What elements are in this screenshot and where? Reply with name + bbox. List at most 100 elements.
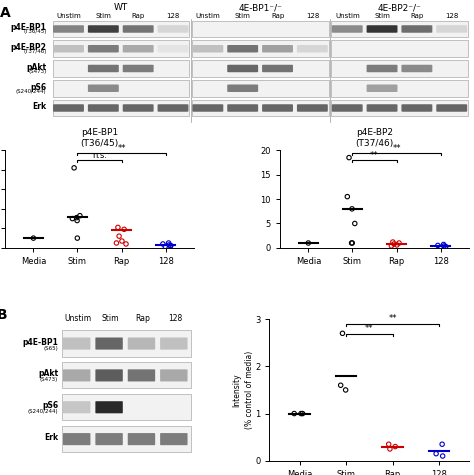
Point [73,234,81,242]
FancyBboxPatch shape [53,80,189,96]
Text: p4E-BP1: p4E-BP1 [11,23,46,32]
FancyBboxPatch shape [192,21,328,37]
FancyBboxPatch shape [62,331,191,357]
Point [392,443,399,450]
Text: n.s.: n.s. [92,151,107,160]
FancyBboxPatch shape [436,104,467,112]
Text: (T36/45): (T36/45) [23,29,46,35]
FancyBboxPatch shape [366,65,398,72]
Point [165,241,173,249]
Text: Stim: Stim [374,13,390,19]
FancyBboxPatch shape [366,104,398,112]
Text: 4E-BP1⁻/⁻: 4E-BP1⁻/⁻ [238,3,282,12]
FancyBboxPatch shape [262,45,293,52]
FancyBboxPatch shape [123,104,154,112]
Text: A: A [0,6,11,19]
FancyBboxPatch shape [401,104,432,112]
Text: (S473): (S473) [28,69,46,74]
Text: (S473): (S473) [40,378,58,382]
FancyBboxPatch shape [366,85,398,92]
FancyBboxPatch shape [128,433,155,445]
Point [70,164,78,171]
FancyBboxPatch shape [53,104,84,112]
Point [115,232,123,240]
Point [395,239,403,247]
FancyBboxPatch shape [128,370,155,381]
FancyBboxPatch shape [192,45,223,52]
Text: (S65): (S65) [43,346,58,351]
FancyBboxPatch shape [63,401,91,413]
Text: Rap: Rap [136,314,150,323]
Title: p4E-BP2
(T37/46): p4E-BP2 (T37/46) [356,128,393,148]
Point [159,240,167,248]
Point [439,452,447,460]
Point [438,440,446,448]
FancyBboxPatch shape [53,60,189,77]
Text: **: ** [392,144,401,153]
Point [393,241,401,249]
FancyBboxPatch shape [401,65,432,72]
Text: pS6: pS6 [30,83,46,92]
FancyBboxPatch shape [88,104,119,112]
Text: WT: WT [114,3,128,12]
FancyBboxPatch shape [192,60,328,77]
FancyBboxPatch shape [157,104,189,112]
FancyBboxPatch shape [95,370,123,381]
FancyBboxPatch shape [227,65,258,72]
Text: (S240/244): (S240/244) [16,89,46,94]
Point [120,226,128,233]
FancyBboxPatch shape [123,45,154,52]
Point [299,410,306,418]
Text: **: ** [365,324,374,333]
FancyBboxPatch shape [160,433,188,445]
FancyBboxPatch shape [62,426,191,452]
Text: (S240/244): (S240/244) [27,409,58,414]
FancyBboxPatch shape [95,338,123,350]
Point [442,243,449,251]
Text: Unstim: Unstim [56,13,81,19]
FancyBboxPatch shape [192,104,223,112]
Point [386,445,394,453]
Point [118,237,126,245]
FancyBboxPatch shape [63,433,91,445]
Text: Rap: Rap [132,13,145,19]
Text: Stim: Stim [96,13,111,19]
FancyBboxPatch shape [62,362,191,389]
Point [389,238,397,246]
FancyBboxPatch shape [262,65,293,72]
Point [29,234,37,242]
Point [69,215,76,222]
Text: 4E-BP2⁻/⁻: 4E-BP2⁻/⁻ [378,3,421,12]
FancyBboxPatch shape [227,85,258,92]
FancyBboxPatch shape [331,21,468,37]
Text: pS6: pS6 [42,401,58,410]
Point [122,240,130,248]
Text: Stim: Stim [235,13,251,19]
FancyBboxPatch shape [192,40,328,57]
FancyBboxPatch shape [331,60,468,77]
Point [348,239,356,247]
FancyBboxPatch shape [95,401,123,413]
FancyBboxPatch shape [88,85,119,92]
Point [165,239,173,247]
Text: p4E-BP1: p4E-BP1 [22,338,58,347]
Text: p4E-BP2: p4E-BP2 [11,43,46,52]
Point [345,154,353,162]
Text: Unstim: Unstim [335,13,360,19]
Y-axis label: Intensity
(% control of media): Intensity (% control of media) [233,351,254,429]
FancyBboxPatch shape [63,370,91,381]
Point [167,242,174,249]
FancyBboxPatch shape [297,45,328,52]
Point [73,214,81,221]
Point [436,244,444,251]
FancyBboxPatch shape [160,338,188,350]
Text: Erk: Erk [44,433,58,442]
Point [434,242,442,249]
Text: 128: 128 [168,314,182,323]
Point [442,243,449,250]
FancyBboxPatch shape [366,25,398,33]
FancyBboxPatch shape [192,80,328,96]
FancyBboxPatch shape [331,40,468,57]
FancyBboxPatch shape [331,100,468,116]
Text: 128: 128 [306,13,319,19]
